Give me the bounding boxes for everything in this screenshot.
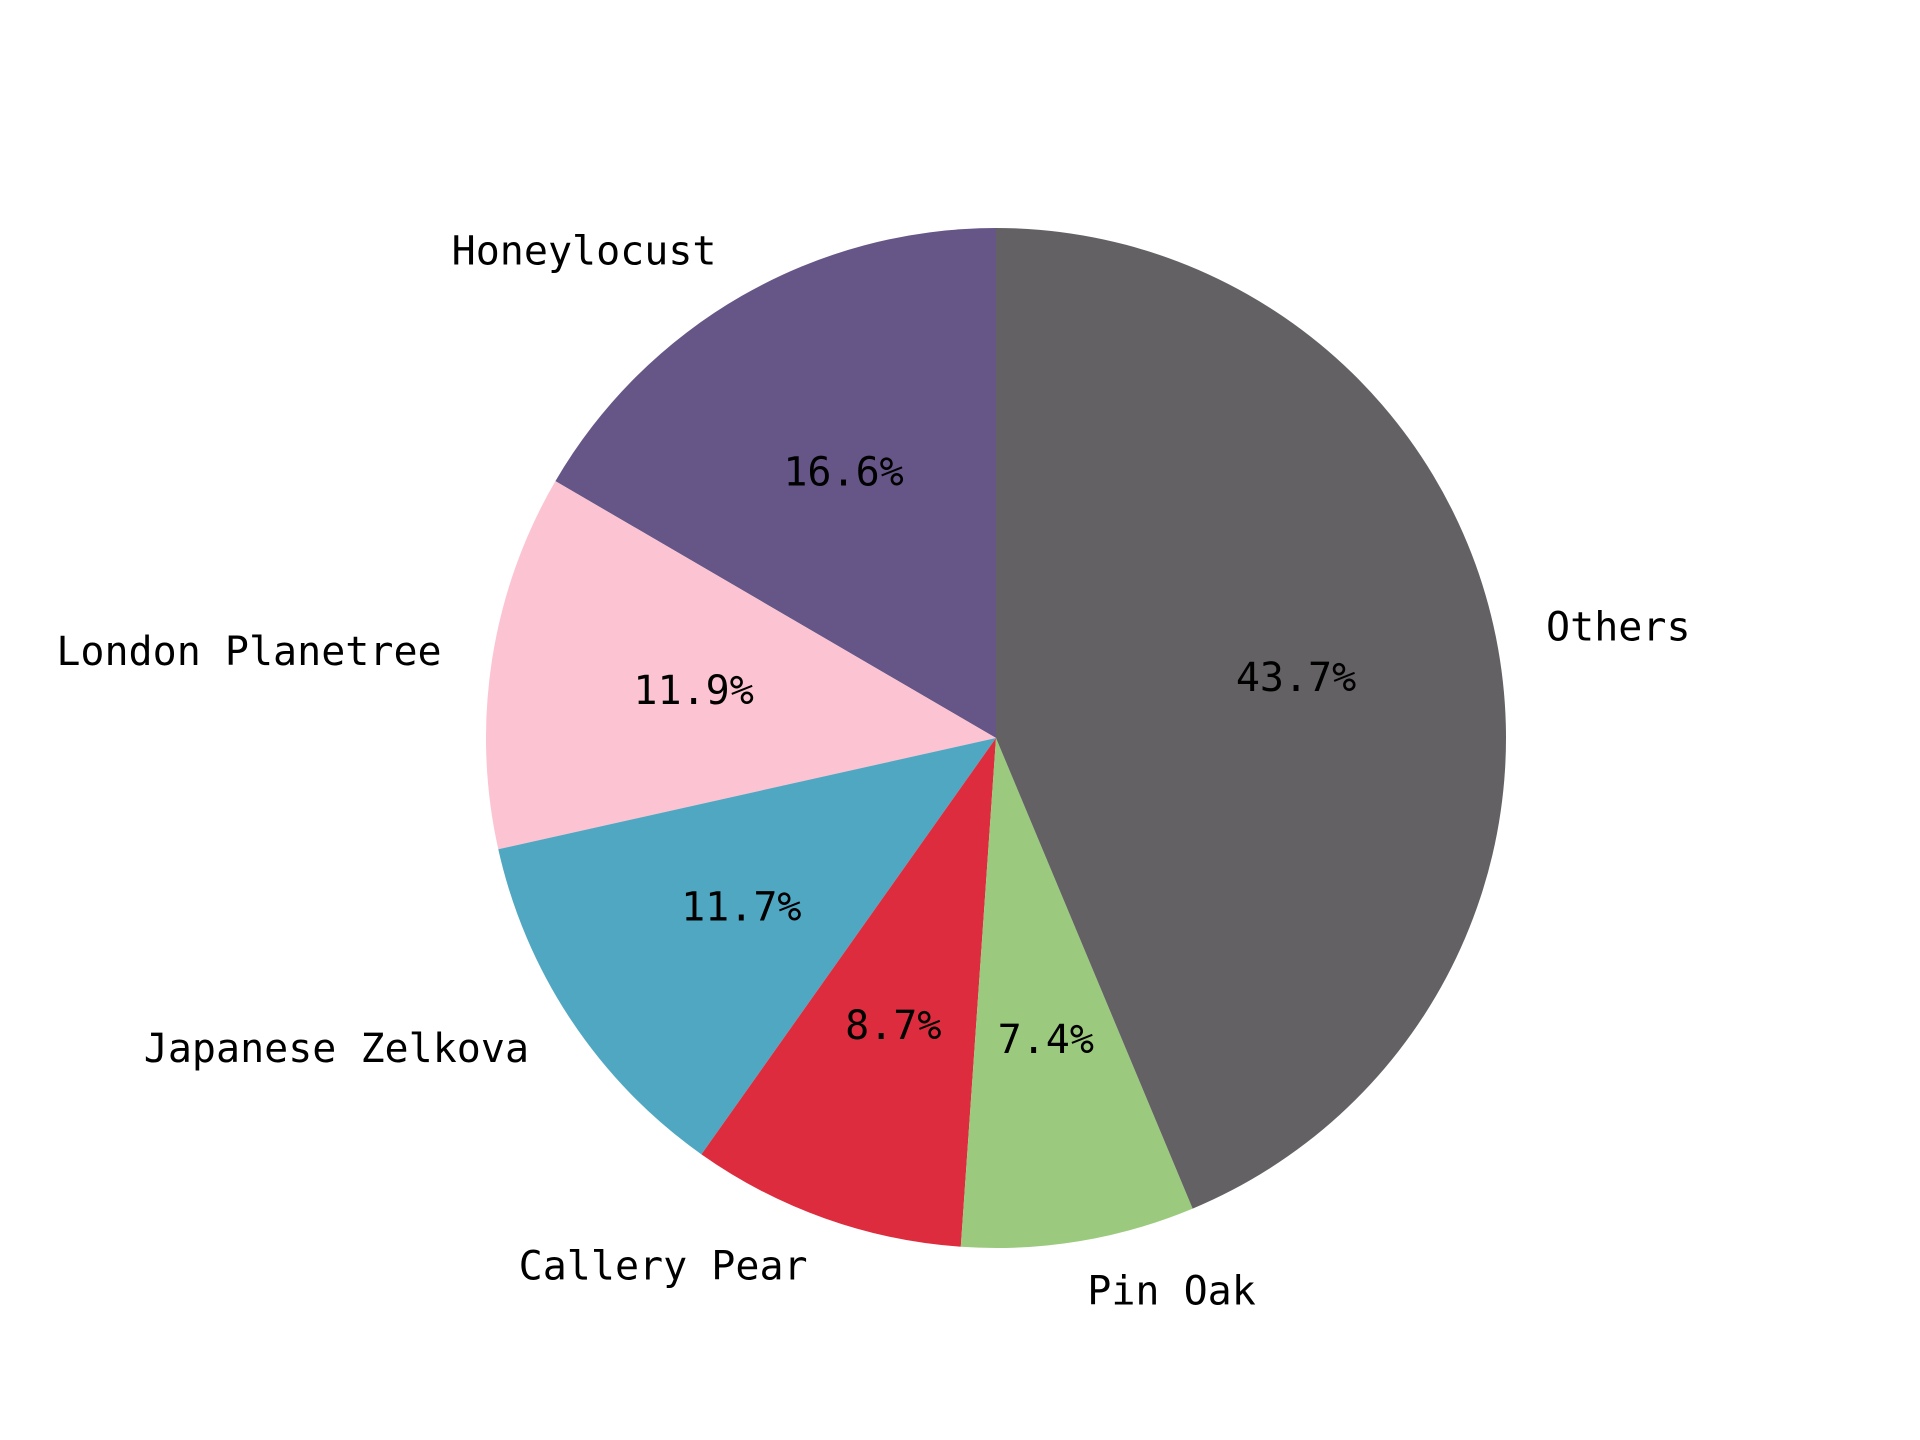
slice-label-japanese-zelkova: Japanese Zelkova xyxy=(144,1026,529,1072)
pct-label-honeylocust: 16.6% xyxy=(783,450,903,496)
pie-slice-callery-pear xyxy=(701,738,996,1247)
pct-label-others: 43.7% xyxy=(1236,655,1356,701)
pct-label-london-planetree: 11.9% xyxy=(633,668,753,714)
pct-label-callery-pear: 8.7% xyxy=(845,1003,941,1049)
pie-slices xyxy=(485,228,1507,1248)
pie-slice-london-planetree xyxy=(485,481,996,850)
pie-slice-honeylocust xyxy=(555,228,996,738)
slice-label-others: Others xyxy=(1546,605,1691,651)
pie-labels: Honeylocust 16.6% London Planetree 11.9% Jap… xyxy=(56,229,1690,1315)
pct-label-pin-oak: 7.4% xyxy=(998,1017,1094,1063)
pie-slice-pin-oak xyxy=(960,738,1193,1248)
slice-label-london-planetree: London Planetree xyxy=(56,629,441,675)
slice-label-honeylocust: Honeylocust xyxy=(452,229,717,275)
pie-slice-others xyxy=(996,228,1507,1209)
slice-label-pin-oak: Pin Oak xyxy=(1087,1269,1256,1315)
slice-label-callery-pear: Callery Pear xyxy=(519,1243,808,1289)
pie-slice-japanese-zelkova xyxy=(498,738,996,1155)
pct-label-japanese-zelkova: 11.7% xyxy=(681,885,801,931)
